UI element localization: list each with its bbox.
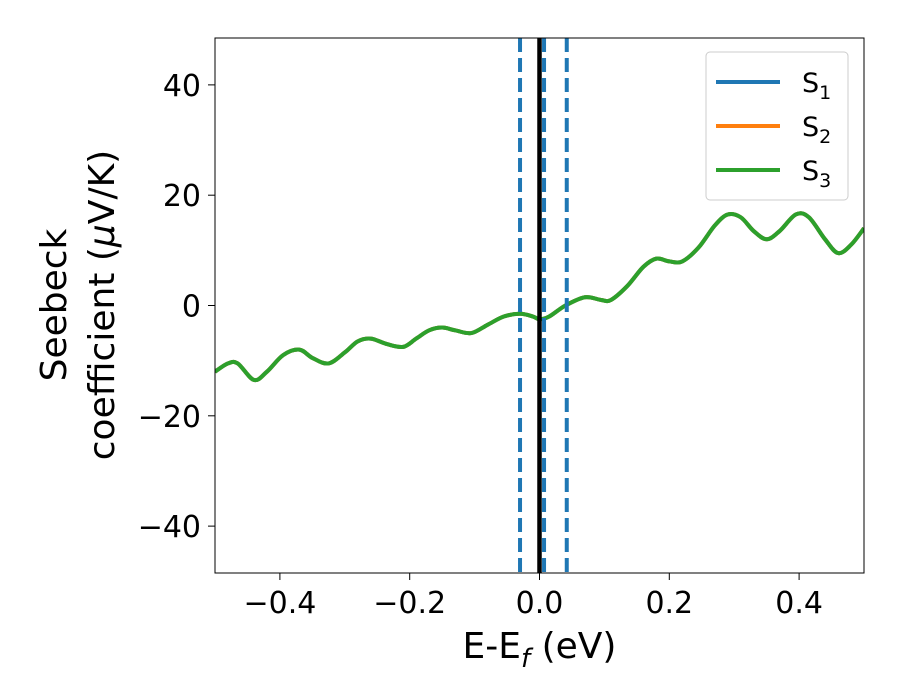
y-axis-ticks: −40 −20 0 20 40	[138, 69, 215, 545]
x-tick-label: −0.4	[243, 586, 316, 621]
x-axis-label: E-Ef (eV)	[463, 626, 617, 674]
legend-label-s1: S1	[802, 68, 831, 104]
vline-layer	[518, 38, 569, 573]
x-tick-label: −0.2	[373, 586, 446, 621]
legend-label-sub: 3	[819, 170, 831, 192]
y-tick-label: −40	[138, 510, 201, 545]
legend-label-main: S	[802, 68, 819, 99]
legend-label-s2: S2	[802, 112, 831, 148]
y-axis-label-line2: coefficient (μV/K)	[82, 150, 123, 460]
y-tick-label: 0	[182, 290, 201, 325]
x-axis-label-main: E-E	[463, 626, 521, 667]
legend-label-s3: S3	[802, 156, 831, 192]
legend-label-sub: 2	[819, 126, 831, 148]
x-axis-label-suffix: (eV)	[530, 626, 616, 667]
y-axis-label-line1: Seebeck	[34, 228, 75, 381]
y-axis-label-line2-post: V/K)	[82, 150, 123, 224]
x-tick-label: 0.0	[516, 586, 564, 621]
x-tick-label: 0.2	[645, 586, 693, 621]
y-tick-label: 20	[163, 179, 201, 214]
y-axis-label-line2-pre: coefficient (	[82, 247, 123, 460]
x-tick-label: 0.4	[775, 586, 823, 621]
y-axis-label: Seebeck coefficient (μV/K)	[34, 150, 123, 460]
y-tick-label: 40	[163, 69, 201, 104]
legend-label-sub: 1	[819, 82, 831, 104]
y-axis-label-mu: μ	[82, 224, 123, 248]
y-tick-label: −20	[138, 400, 201, 435]
legend-label-main: S	[802, 112, 819, 143]
legend-label-main: S	[802, 156, 819, 187]
x-axis-ticks: −0.4 −0.2 0.0 0.2 0.4	[243, 573, 823, 621]
